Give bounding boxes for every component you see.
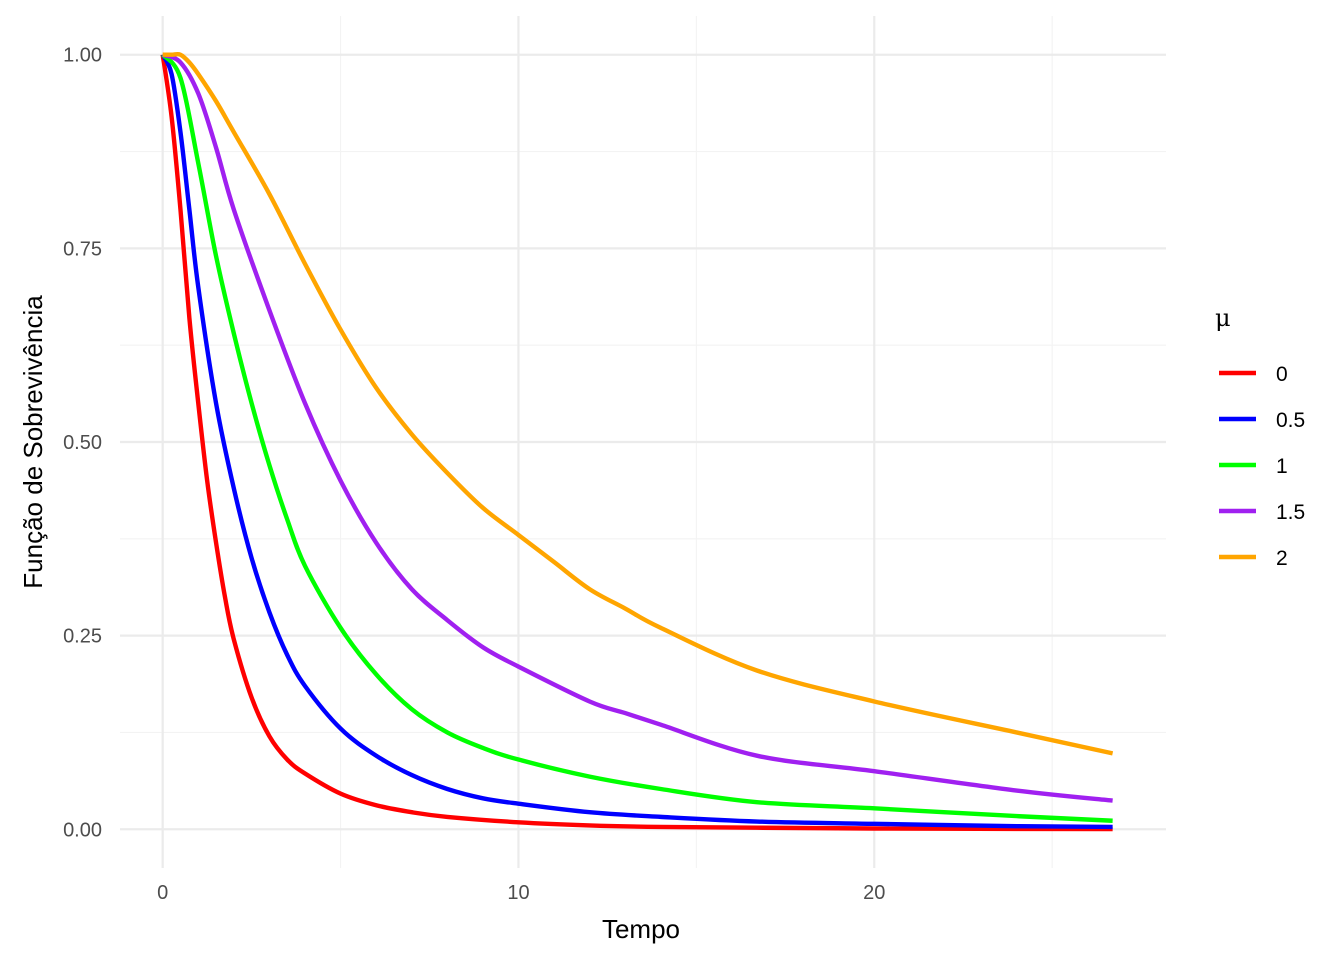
legend: 0 0.5 1 1.5 2 [1219,363,1305,570]
series-lines [160,51,1114,832]
y-tick-label: 0.00 [63,819,102,841]
legend-title: μ [1215,304,1231,332]
series-line-1-5 [161,52,1113,803]
y-axis-ticks: 0.00 0.25 0.50 0.75 1.00 [63,45,102,842]
legend-label: 1.5 [1276,501,1305,524]
series-line-1 [160,53,1113,823]
legend-label: 1 [1276,455,1288,478]
x-axis-ticks: 0 10 20 [157,882,885,904]
x-tick-label: 10 [507,882,529,904]
series-line-0 [160,54,1113,832]
y-axis-title: Função de Sobrevivência [18,295,48,589]
legend-label: 0 [1276,363,1288,386]
x-tick-label: 0 [157,882,168,904]
y-tick-label: 0.25 [63,626,102,648]
legend-label: 2 [1276,547,1288,570]
legend-label: 0.5 [1276,409,1305,432]
x-axis-title: Tempo [602,914,680,944]
y-tick-label: 1.00 [63,45,102,67]
y-tick-label: 0.50 [63,432,102,454]
y-tick-label: 0.75 [63,238,102,260]
series-line-2 [162,51,1114,756]
grid [120,16,1166,868]
series-line-0-5 [160,53,1113,830]
x-tick-label: 20 [863,882,885,904]
